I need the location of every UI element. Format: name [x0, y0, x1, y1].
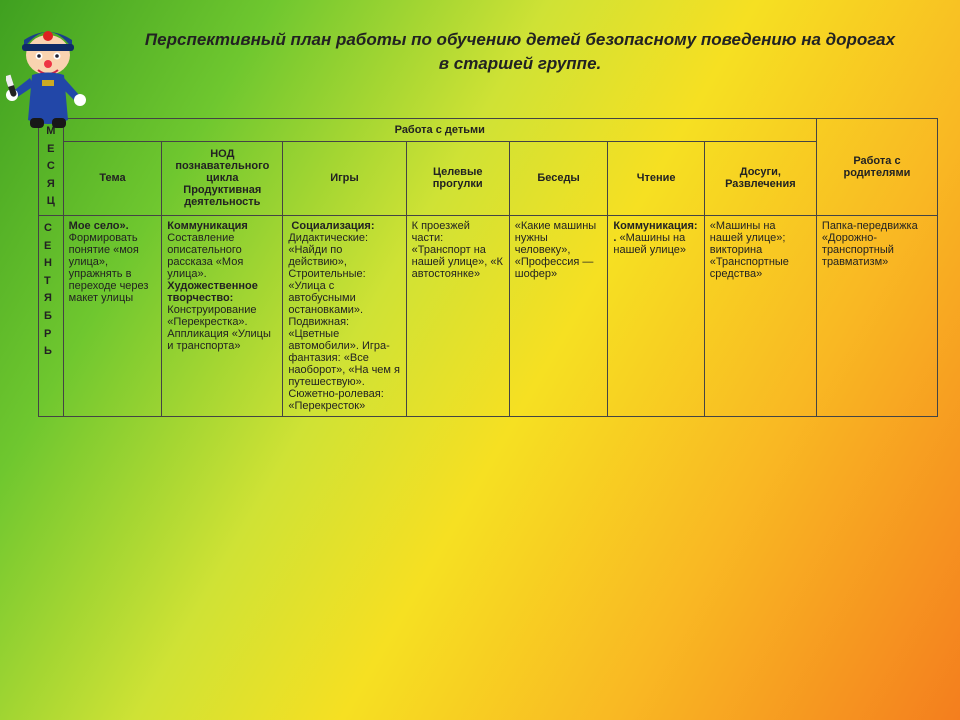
header-row-2: Тема НОД познавательного цикла Продуктив…	[39, 141, 938, 215]
nod-b1: Составление описательного рассказа «Моя …	[167, 232, 243, 280]
nod-h2: Художественное творчество:	[167, 280, 258, 304]
cell-games: Социализация: Дидактические: «Найди по д…	[283, 215, 406, 416]
col-reading: Чтение	[608, 141, 704, 215]
col-nod: НОД познавательного цикла Продуктивная д…	[162, 141, 283, 215]
month-september: СЕНТЯБРЬ	[39, 215, 64, 416]
cell-talks: «Какие машины нужны человеку», «Професси…	[509, 215, 608, 416]
cell-nod: Коммуникация Составление описательного р…	[162, 215, 283, 416]
cell-fun: «Машины на нашей улице»; викторина «Тран…	[704, 215, 816, 416]
tema-body: Формировать понятие «моя улица», упражня…	[69, 232, 149, 304]
nod-b2: Конструирование «Перекрестка». Аппликаци…	[167, 304, 271, 352]
police-mascot-icon	[6, 20, 91, 130]
col-walks: Целевые прогулки	[406, 141, 509, 215]
tema-title: Мое село».	[69, 220, 129, 232]
read-b: «Машины на нашей улице»	[613, 232, 686, 256]
games-h: Социализация:	[291, 220, 374, 232]
col-parents: Работа с родителями	[816, 119, 937, 216]
cell-reading: Коммуникация:. «Машины на нашей улице»	[608, 215, 704, 416]
col-tema: Тема	[63, 141, 162, 215]
cell-walks: К проезжей части: «Транспорт на нашей ул…	[406, 215, 509, 416]
col-games: Игры	[283, 141, 406, 215]
document-title: Перспективный план работы по обучению де…	[140, 28, 900, 76]
col-talks: Беседы	[509, 141, 608, 215]
plan-table: МЕСЯЦ Работа с детьми Работа с родителям…	[38, 118, 938, 417]
cell-tema: Мое село». Формировать понятие «моя улиц…	[63, 215, 162, 416]
data-row-september: СЕНТЯБРЬ Мое село». Формировать понятие …	[39, 215, 938, 416]
cell-parents: Папка-передвижка «Дорожно-транспортный т…	[816, 215, 937, 416]
col-fun: Досуги, Развлечения	[704, 141, 816, 215]
nod-h1: Коммуникация	[167, 220, 248, 232]
col-month: МЕСЯЦ	[39, 119, 64, 216]
col-children-group: Работа с детьми	[63, 119, 816, 142]
games-body: Дидактические: «Найди по действию», Стро…	[288, 232, 400, 412]
header-row-1: МЕСЯЦ Работа с детьми Работа с родителям…	[39, 119, 938, 142]
